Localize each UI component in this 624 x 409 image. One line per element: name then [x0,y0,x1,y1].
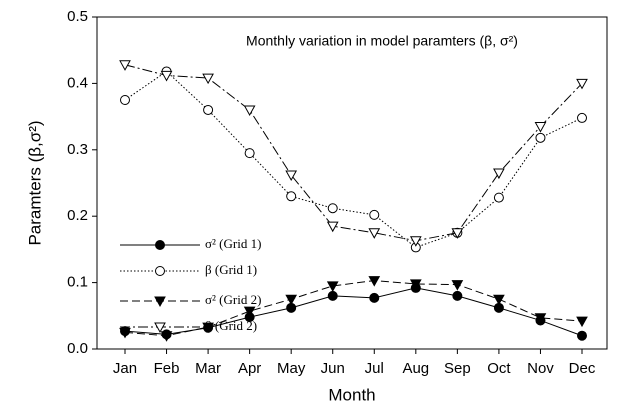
marker [409,236,422,247]
legend-marker [154,322,166,334]
marker [326,281,339,292]
marker [243,105,256,116]
marker [285,294,298,306]
marker [326,221,339,233]
marker [451,280,464,291]
x-tick-label: Feb [154,360,180,377]
legend-marker [154,296,166,308]
marker [202,73,214,85]
marker [576,316,588,328]
x-tick-label: Mar [195,360,221,377]
marker [119,60,131,71]
x-tick-label: Apr [238,360,261,377]
marker [243,306,256,318]
marker [368,276,381,287]
x-tick-label: Oct [487,360,511,377]
series-line [124,70,583,248]
legend-label: β (Grid 2) [205,318,257,333]
marker [452,290,463,301]
marker [203,104,214,115]
legend-label: σ² (Grid 1) [205,236,261,251]
y-axis-label: Paramters (β,σ²) [25,120,44,245]
marker [577,330,587,341]
marker [327,290,338,301]
x-tick-label: Aug [402,360,429,377]
legend-marker [155,240,165,250]
plot-frame [96,16,608,350]
marker [368,228,381,239]
y-tick-label: 0.0 [67,340,88,357]
marker [577,112,587,123]
x-tick-label: May [277,360,306,377]
y-tick-label: 0.4 [67,74,88,91]
marker [327,203,338,214]
marker [493,168,505,180]
marker [409,279,422,290]
marker [244,148,255,159]
series-line [124,64,583,242]
x-tick-label: Jun [321,360,345,377]
x-tick-label: Nov [527,360,554,377]
marker [286,191,297,202]
y-tick-label: 0.2 [67,207,88,224]
marker [535,132,546,143]
series-line [124,287,583,337]
y-tick-label: 0.3 [67,141,88,158]
marker [285,170,298,182]
marker [202,322,214,334]
marker [451,228,464,239]
x-tick-label: Sep [444,360,471,377]
y-tick-label: 0.5 [67,8,88,25]
marker [369,209,380,220]
x-tick-label: Jul [365,360,384,377]
marker [493,294,505,306]
marker [160,331,173,342]
marker [120,95,130,105]
marker [119,327,131,339]
marker [160,70,173,82]
x-tick-label: Jan [113,360,137,377]
x-axis-label: Month [328,385,375,404]
marker [576,78,588,90]
legend-marker [155,266,165,276]
series-line [124,280,583,337]
marker [369,292,380,303]
chart-title: Monthly variation in model paramters (β,… [246,33,518,49]
marker [534,313,547,324]
x-tick-label: Dec [569,360,596,377]
legend-label: σ² (Grid 2) [205,292,261,307]
legend-label: β (Grid 1) [205,262,257,277]
marker [534,122,547,133]
marker [493,192,504,203]
y-tick-label: 0.1 [67,274,88,291]
